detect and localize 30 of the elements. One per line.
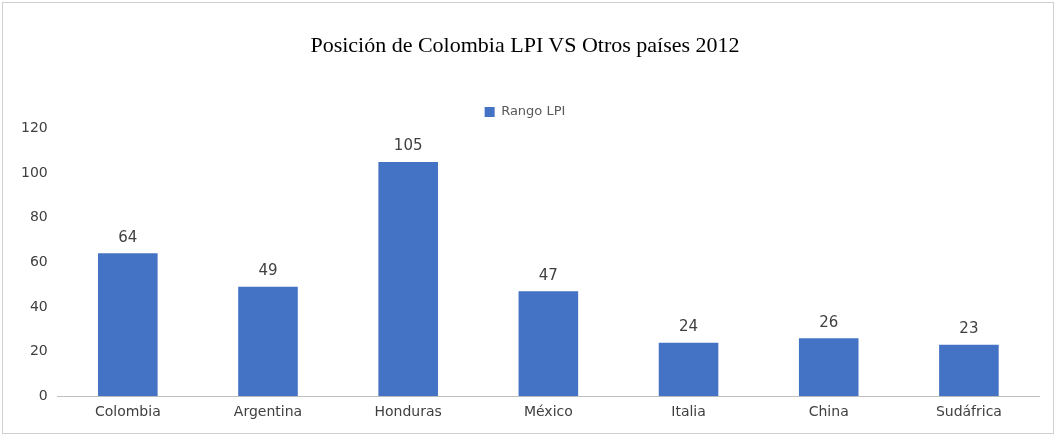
x-tick-label: Sudáfrica [935,403,1002,420]
y-tick-label: 0 [38,386,48,403]
bar [658,342,719,397]
x-tick-label: Argentina [233,403,303,420]
x-tick-label: Honduras [374,403,442,420]
bar [238,286,298,397]
bar [798,338,859,397]
y-tick-label: 20 [29,342,48,359]
data-label: 49 [258,261,278,280]
data-label: 24 [679,317,699,336]
bar [378,161,438,397]
bar [518,291,579,397]
y-tick-label: 40 [29,297,48,314]
data-label: 26 [819,312,839,331]
legend-label: Rango LPI [501,103,566,119]
y-tick-label: 100 [20,163,48,180]
x-tick-label: Colombia [94,403,161,420]
x-tick-label: México [523,403,573,420]
data-label: 105 [393,136,423,155]
data-label: 64 [118,227,138,246]
x-tick-label: China [808,403,849,420]
y-tick-label: 80 [29,208,48,225]
y-tick-label: 60 [29,252,48,269]
data-label: 47 [538,265,558,284]
x-tick-label: Italia [671,403,706,420]
bar [939,344,999,397]
y-tick-label: 120 [20,119,48,136]
chart-title: Posición de Colombia LPI VS Otros países 2012 [310,31,740,57]
bar [98,253,158,397]
data-label: 23 [959,319,979,338]
